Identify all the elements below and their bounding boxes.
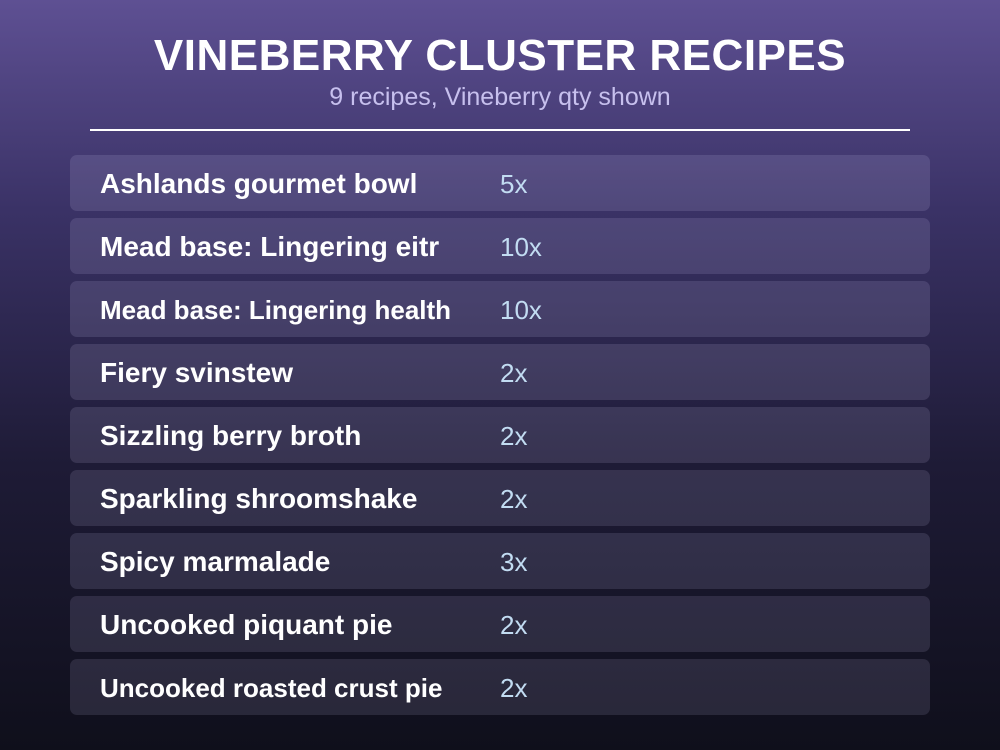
recipe-name: Ashlands gourmet bowl (100, 168, 418, 199)
recipe-row: Sizzling berry broth 2x (70, 407, 930, 463)
recipe-row: Fiery svinstew 2x (70, 344, 930, 400)
recipe-quantity: 2x (500, 484, 528, 514)
recipe-quantity: 2x (500, 610, 528, 640)
recipe-row: Uncooked roasted crust pie 2x (70, 659, 930, 715)
recipe-name: Fiery svinstew (100, 357, 293, 388)
recipe-name: Sizzling berry broth (100, 420, 362, 451)
recipe-row: Sparkling shroomshake 2x (70, 470, 930, 526)
recipe-row: Ashlands gourmet bowl 5x (70, 155, 930, 211)
recipe-name: Sparkling shroomshake (100, 483, 418, 514)
recipe-quantity: 2x (500, 673, 528, 703)
recipe-name: Uncooked roasted crust pie (100, 673, 443, 703)
page-title: VINEBERRY CLUSTER RECIPES (153, 31, 847, 80)
recipe-quantity: 10x (500, 232, 542, 262)
recipe-quantity: 2x (500, 358, 528, 388)
recipe-quantity: 5x (500, 169, 528, 199)
recipe-quantity: 2x (500, 421, 528, 451)
recipe-row: Spicy marmalade 3x (70, 533, 930, 589)
recipe-quantity: 10x (500, 295, 542, 325)
recipe-quantity: 3x (500, 547, 528, 577)
recipe-name: Mead base: Lingering health (100, 295, 452, 325)
recipe-row: Uncooked piquant pie 2x (70, 596, 930, 652)
recipe-name: Mead base: Lingering eitr (100, 231, 440, 262)
recipe-list: Ashlands gourmet bowl 5x Mead base: Ling… (70, 155, 930, 722)
page-subtitle: 9 recipes, Vineberry qty shown (329, 83, 671, 111)
header-divider (90, 129, 910, 131)
recipe-name: Spicy marmalade (100, 546, 331, 577)
recipe-row: Mead base: Lingering eitr 10x (70, 218, 930, 274)
recipe-row: Mead base: Lingering health 10x (70, 281, 930, 337)
recipe-name: Uncooked piquant pie (100, 609, 393, 640)
